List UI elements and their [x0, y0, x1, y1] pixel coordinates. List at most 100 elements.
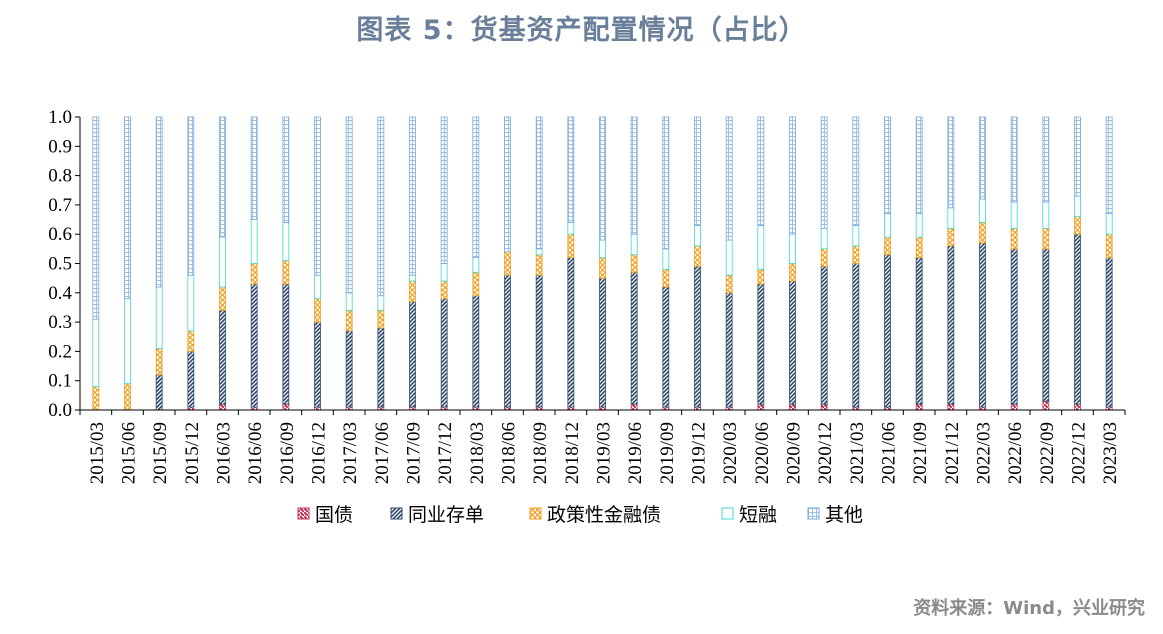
y-tick-label: 0.4	[48, 283, 72, 304]
bar-segment	[250, 116, 258, 220]
bar-segment	[250, 283, 258, 408]
bar-segment	[757, 283, 765, 405]
y-tick-label: 0.2	[48, 341, 72, 362]
bar-segment	[504, 116, 511, 253]
bar-segment	[725, 274, 733, 294]
bar-segment	[472, 295, 480, 408]
legend-swatch	[721, 507, 734, 520]
legend-label: 政策性金融债	[547, 504, 661, 526]
bar-stack	[535, 116, 543, 411]
y-tick-label: 0.9	[48, 136, 72, 157]
bar-segment	[345, 309, 353, 332]
bar-segment	[92, 386, 100, 411]
bar-segment	[282, 403, 290, 411]
bar-segment	[820, 116, 828, 229]
y-tick-label: 0.6	[48, 224, 72, 245]
x-tick-label: 2021/03	[847, 422, 868, 484]
bar-segment	[187, 274, 195, 332]
bar-segment	[630, 271, 638, 405]
bar-segment	[947, 227, 955, 247]
bar-segment	[440, 116, 448, 264]
bar-segment	[915, 257, 923, 405]
bar-segment	[757, 268, 765, 285]
x-tick-label: 2016/09	[277, 422, 298, 484]
bar-segment	[694, 225, 701, 247]
bar-stack	[155, 116, 163, 411]
bar-stack	[662, 116, 670, 411]
bar-segment	[472, 116, 480, 259]
x-tick-label: 2016/03	[214, 422, 235, 484]
bar-segment	[630, 233, 638, 256]
bar-segment	[947, 245, 955, 405]
bar-segment	[535, 254, 543, 276]
bar-segment	[567, 257, 575, 408]
bar-segment	[345, 292, 353, 311]
bar-segment	[662, 116, 670, 250]
bar-segment	[662, 268, 670, 288]
bar-segment	[1105, 213, 1113, 235]
bar-segment	[979, 242, 986, 408]
bar-segment	[852, 225, 860, 247]
chart-title: 图表 5：货基资产配置情况（占比）	[356, 15, 807, 46]
x-tick-label: 2019/09	[657, 422, 678, 484]
bar-segment	[1105, 116, 1113, 215]
y-tick-label: 1.0	[48, 107, 72, 128]
x-tick-label: 2016/12	[309, 422, 330, 484]
bar-segment	[789, 280, 796, 405]
bar-segment	[1042, 248, 1050, 402]
bar-stack	[630, 116, 638, 411]
bar-stack	[725, 116, 733, 411]
x-tick-label: 2020/09	[784, 422, 805, 484]
y-tick-label: 0.1	[48, 371, 72, 392]
x-tick-label: 2019/06	[625, 422, 646, 484]
bar-stack	[947, 116, 955, 411]
y-tick-label: 0.7	[48, 195, 72, 216]
x-tick-label: 2017/09	[404, 422, 425, 484]
x-tick-label: 2022/06	[1005, 422, 1026, 484]
legend: 国债 同业存单 政策性金融债 短融 其他	[297, 504, 863, 526]
x-tick-label: 2018/09	[530, 422, 551, 484]
bar-segment	[820, 248, 828, 267]
bar-segment	[884, 213, 891, 238]
bar-segment	[1105, 233, 1113, 259]
bar-segment	[1074, 195, 1081, 218]
bar-stack	[979, 116, 986, 411]
bar-segment	[92, 116, 100, 320]
bars-group	[92, 116, 1113, 411]
x-tick-label: 2019/03	[594, 422, 615, 484]
bar-segment	[884, 254, 891, 408]
bar-segment	[599, 239, 606, 259]
bar-segment	[377, 295, 385, 311]
bar-stack	[599, 116, 606, 411]
bar-segment	[789, 403, 796, 411]
bar-segment	[1042, 201, 1050, 229]
x-tick-label: 2021/06	[879, 422, 900, 484]
bar-segment	[662, 286, 670, 408]
source-note: 资料来源：Wind，兴业研究	[913, 598, 1145, 619]
bar-segment	[440, 280, 448, 300]
bar-segment	[567, 222, 575, 235]
legend-label: 短融	[739, 504, 777, 526]
legend-swatch	[390, 507, 403, 520]
bar-segment	[409, 116, 416, 276]
bar-segment	[1074, 233, 1081, 405]
bar-segment	[155, 374, 163, 411]
bar-segment	[630, 254, 638, 273]
bar-segment	[662, 248, 670, 270]
legend-swatch	[529, 507, 542, 520]
bar-stack	[440, 116, 448, 411]
bar-segment	[789, 233, 796, 264]
bar-segment	[377, 327, 385, 408]
bar-segment	[630, 403, 638, 411]
x-tick-label: 2017/12	[435, 422, 456, 484]
x-axis: 2015/03 2015/06 2015/09 2015/12 2016/03 2016/…	[79, 409, 1126, 484]
bar-stack	[915, 116, 923, 411]
bar-stack	[1042, 116, 1050, 411]
bar-segment	[725, 239, 733, 276]
bar-stack	[282, 116, 290, 411]
x-tick-label: 2017/03	[340, 422, 361, 484]
bar-segment	[915, 213, 923, 238]
x-tick-label: 2016/06	[245, 422, 266, 484]
bar-segment	[757, 116, 765, 226]
